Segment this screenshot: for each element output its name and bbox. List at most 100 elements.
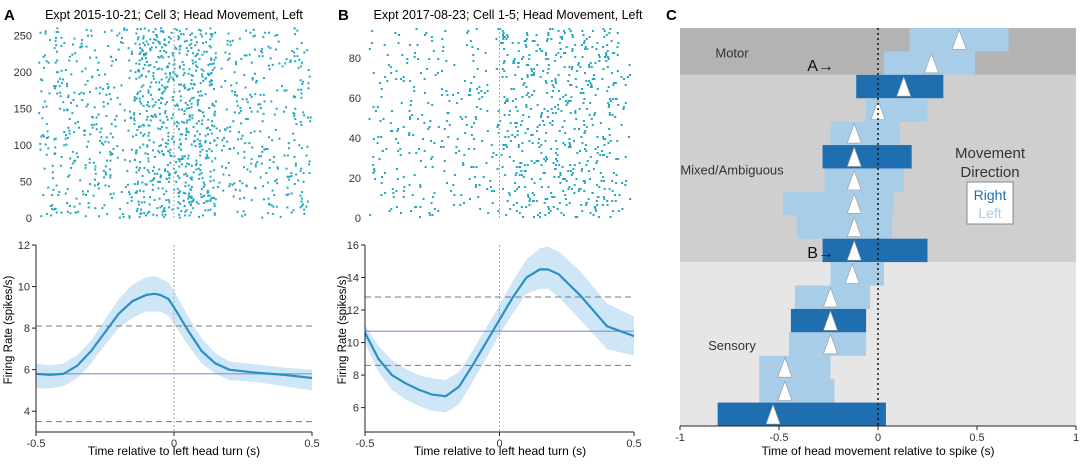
spike-tick [139,112,142,115]
spike-tick [133,183,136,186]
spike-tick [60,69,63,72]
spike-tick [199,33,202,36]
spike-tick [175,161,178,164]
spike-tick [62,101,65,104]
spike-tick [574,78,577,80]
spike-tick [158,56,161,59]
spike-tick [111,196,114,199]
spike-tick [259,93,262,96]
spike-tick [286,154,289,157]
spike-tick [199,82,202,85]
spike-tick [211,63,214,66]
spike-tick [183,109,186,112]
spike-tick [596,146,599,148]
spike-tick [153,38,156,41]
spike-tick [514,122,517,124]
spike-tick [271,189,274,192]
spike-tick [206,199,209,202]
spike-tick [624,102,627,104]
spike-tick [107,185,110,188]
raster-y-tick-label: 0 [355,213,361,225]
spike-tick [205,127,208,130]
spike-tick [529,198,532,200]
spike-tick [243,74,246,77]
spike-tick [138,59,141,62]
spike-tick [138,166,141,169]
spike-tick [200,68,203,71]
spike-tick [591,46,594,48]
mean-firing-rate-line [364,268,635,398]
spike-tick [300,61,303,64]
spike-tick [402,176,405,178]
spike-tick [141,174,144,177]
spike-tick [293,155,296,158]
spike-tick [65,108,68,111]
spike-tick [78,202,81,205]
spike-tick [49,204,52,207]
spike-tick [190,42,193,45]
spike-tick [85,45,88,48]
spike-tick [549,28,552,30]
spike-tick [166,118,169,121]
spike-tick [158,197,161,200]
spike-tick [297,66,300,69]
spike-tick [579,150,582,152]
spike-tick [51,177,54,180]
spike-tick [259,176,262,179]
spike-tick [195,69,198,72]
spike-tick [569,84,572,86]
spike-tick [478,86,481,88]
y-tick-label: 8 [353,370,359,382]
spike-tick [69,101,72,104]
spike-tick [110,152,113,155]
spike-tick [262,112,265,115]
spike-tick [391,130,394,132]
spike-tick [161,213,164,216]
spike-tick [174,73,177,76]
spike-tick [187,184,190,187]
spike-tick [200,196,203,199]
x-tick-label: 0 [171,438,177,450]
region-label: Mixed/Ambiguous [680,162,784,177]
spike-tick [47,61,50,64]
spike-tick [190,164,193,167]
spike-tick [139,125,142,128]
spike-tick [509,208,512,210]
x-axis-label-a: Time relative to left head turn (s) [88,444,260,458]
spike-tick [158,151,161,154]
spike-tick [263,148,266,151]
spike-tick [557,52,560,54]
spike-tick [198,28,201,31]
spike-tick [212,196,215,199]
spike-tick [235,82,238,85]
spike-tick [391,110,394,112]
spike-tick [530,70,533,72]
spike-tick [446,182,449,184]
spike-tick [157,150,160,153]
spike-tick [169,161,172,164]
spike-tick [154,101,157,104]
spike-tick [145,118,148,121]
spike-tick [448,124,451,126]
spike-tick [243,196,246,199]
spike-tick [527,92,530,94]
spike-tick [158,112,161,115]
spike-tick [525,206,528,208]
bar-left [759,355,831,380]
spike-tick [184,214,187,217]
spike-tick [414,206,417,208]
spike-tick [526,128,529,130]
spike-tick [214,110,217,113]
spike-tick [580,170,583,172]
spike-tick [197,90,200,93]
spike-tick [200,123,203,126]
spike-tick [397,150,400,152]
spike-tick [469,94,472,96]
spike-tick [182,199,185,202]
direction-legend: Movement Direction Right Left [955,145,1026,225]
spike-tick [149,63,152,66]
spike-tick [59,107,62,110]
spike-tick [483,92,486,94]
spike-tick [105,93,108,96]
peak-triangle [777,380,793,401]
